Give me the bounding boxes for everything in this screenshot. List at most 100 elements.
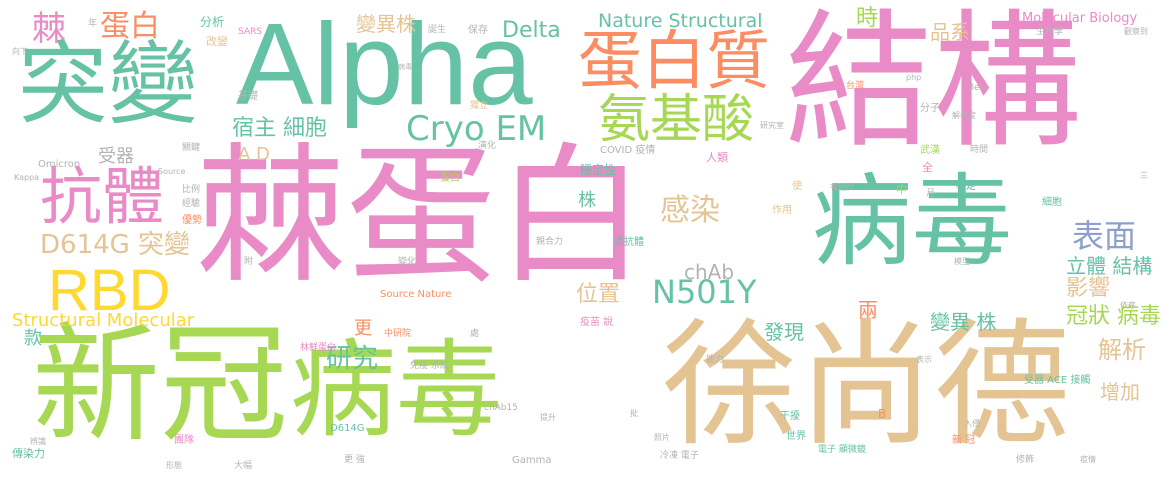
cloud-word: 獨立	[470, 101, 489, 111]
cloud-word: A D	[238, 144, 270, 165]
cloud-word: 細胞	[1042, 197, 1062, 208]
cloud-word: 冷凍 電子	[660, 451, 699, 461]
cloud-word: 有助於	[830, 183, 854, 192]
cloud-word: 解析度	[952, 111, 976, 120]
cloud-word: 氨基酸	[598, 90, 755, 150]
cloud-word: 生物學	[1036, 27, 1064, 37]
cloud-word: Beta	[968, 83, 989, 93]
cloud-word: 全	[922, 161, 933, 174]
cloud-word: 附	[244, 257, 254, 267]
cloud-word: 團隊	[174, 435, 194, 446]
cloud-word: 三	[1140, 171, 1148, 180]
cloud-word: 蛋白	[440, 173, 460, 184]
cloud-word: Omicron	[38, 159, 81, 170]
cloud-word: 變異株	[356, 12, 416, 36]
cloud-word: 武漢	[920, 145, 940, 156]
cloud-word: 入侵	[964, 419, 980, 428]
cloud-word: 穩定性	[580, 163, 617, 177]
cloud-word: 辨識	[30, 437, 46, 446]
cloud-word: php	[906, 73, 922, 82]
cloud-word: 徐尚德	[662, 307, 1070, 465]
cloud-word: 經驗	[182, 199, 201, 209]
cloud-word: 世界	[786, 431, 806, 442]
cloud-word: 冠狀 病毒	[1066, 304, 1161, 329]
cloud-word: 形態	[166, 461, 182, 470]
cloud-word: 宿主 細胞	[232, 116, 327, 141]
cloud-word: 干擾	[780, 411, 800, 422]
cloud-word: 批	[630, 409, 638, 418]
cloud-word: COVID 疫情	[600, 145, 656, 156]
cloud-word: Nature Structural	[598, 10, 763, 32]
cloud-word: 大幅	[234, 461, 253, 471]
cloud-word: 病毒	[290, 329, 502, 452]
cloud-word: 提升	[540, 413, 556, 422]
cloud-word: 棘蛋白	[196, 130, 647, 304]
cloud-word: 修飾	[1016, 455, 1035, 465]
cloud-word: 年	[88, 19, 98, 29]
cloud-word: 疫苗 說	[580, 317, 614, 328]
cloud-word: 穩定	[956, 181, 976, 192]
cloud-word: 抗體	[40, 160, 165, 233]
cloud-word: Source	[158, 167, 186, 176]
cloud-word: D614G	[330, 423, 365, 434]
cloud-word: 疫情	[1080, 455, 1096, 464]
cloud-word: 蛋白	[100, 9, 160, 44]
cloud-word: 蛋白質	[578, 25, 770, 99]
cloud-word: Kappa	[14, 173, 40, 182]
cloud-word: 兩	[858, 298, 878, 322]
cloud-word: 時	[856, 6, 879, 31]
cloud-word: 病毒	[398, 63, 412, 71]
cloud-word: 變異 株	[930, 310, 997, 334]
cloud-word: 影響	[1066, 276, 1111, 301]
cloud-word: 人類	[706, 151, 728, 164]
cloud-word: 電子 顯微鏡	[818, 445, 866, 455]
cloud-word: 立體 結構	[1066, 254, 1153, 278]
cloud-word: 感染	[660, 193, 720, 228]
cloud-word: 受器 ACE 接觸	[1024, 375, 1091, 386]
cloud-word: chAb	[684, 260, 735, 284]
cloud-word: 親合力	[536, 237, 564, 247]
cloud-word: 台灣	[846, 81, 865, 91]
cloud-word: 使	[792, 181, 802, 192]
cloud-word: 免疫 系統	[410, 361, 449, 371]
cloud-word: 結構	[785, 0, 1081, 168]
cloud-word: 表示	[916, 355, 932, 364]
cloud-word: 表面	[1072, 217, 1137, 255]
cloud-word: 突變	[18, 32, 198, 137]
cloud-word: 解析	[1098, 336, 1146, 364]
cloud-word: 病毒	[812, 163, 1012, 280]
cloud-word: Molecular Biology	[1022, 11, 1138, 26]
cloud-word: chAb15	[484, 403, 518, 413]
cloud-word: 造抗體	[614, 237, 644, 248]
cloud-word: 更	[354, 318, 372, 339]
cloud-word: 作用	[772, 205, 792, 216]
cloud-word: 研究	[326, 344, 379, 374]
cloud-word: 分子	[920, 103, 940, 114]
cloud-word: Structural Molecular	[12, 310, 195, 331]
cloud-word: 依序	[1120, 301, 1136, 310]
cloud-word: 中研院	[384, 329, 412, 339]
cloud-word: D614G 突變	[40, 230, 191, 260]
cloud-word: 變化	[398, 257, 417, 267]
cloud-word: 更 強	[344, 455, 365, 465]
cloud-word: 保存	[468, 25, 488, 36]
cloud-word: 林鮮蛋白	[300, 343, 337, 353]
cloud-word: 發現	[764, 320, 804, 344]
cloud-word: 新冠	[32, 311, 289, 460]
cloud-word: 時間	[970, 145, 989, 155]
cloud-word: 棘	[32, 9, 66, 49]
cloud-word: 款	[24, 328, 42, 349]
cloud-word: 新 冠	[952, 435, 976, 446]
cloud-word: 月	[926, 189, 936, 199]
cloud-word: 處	[470, 329, 480, 339]
cloud-word: 演化	[478, 141, 497, 151]
cloud-word: SARS	[238, 27, 263, 37]
cloud-word: 能力	[706, 355, 725, 365]
cloud-word: N501Y	[652, 273, 757, 311]
cloud-word: Cryo EM	[406, 109, 547, 149]
cloud-word: Alpha	[236, 0, 533, 129]
cloud-word: 增加	[1100, 380, 1140, 404]
cloud-word: 中	[896, 183, 907, 196]
cloud-word: 株	[578, 190, 596, 211]
